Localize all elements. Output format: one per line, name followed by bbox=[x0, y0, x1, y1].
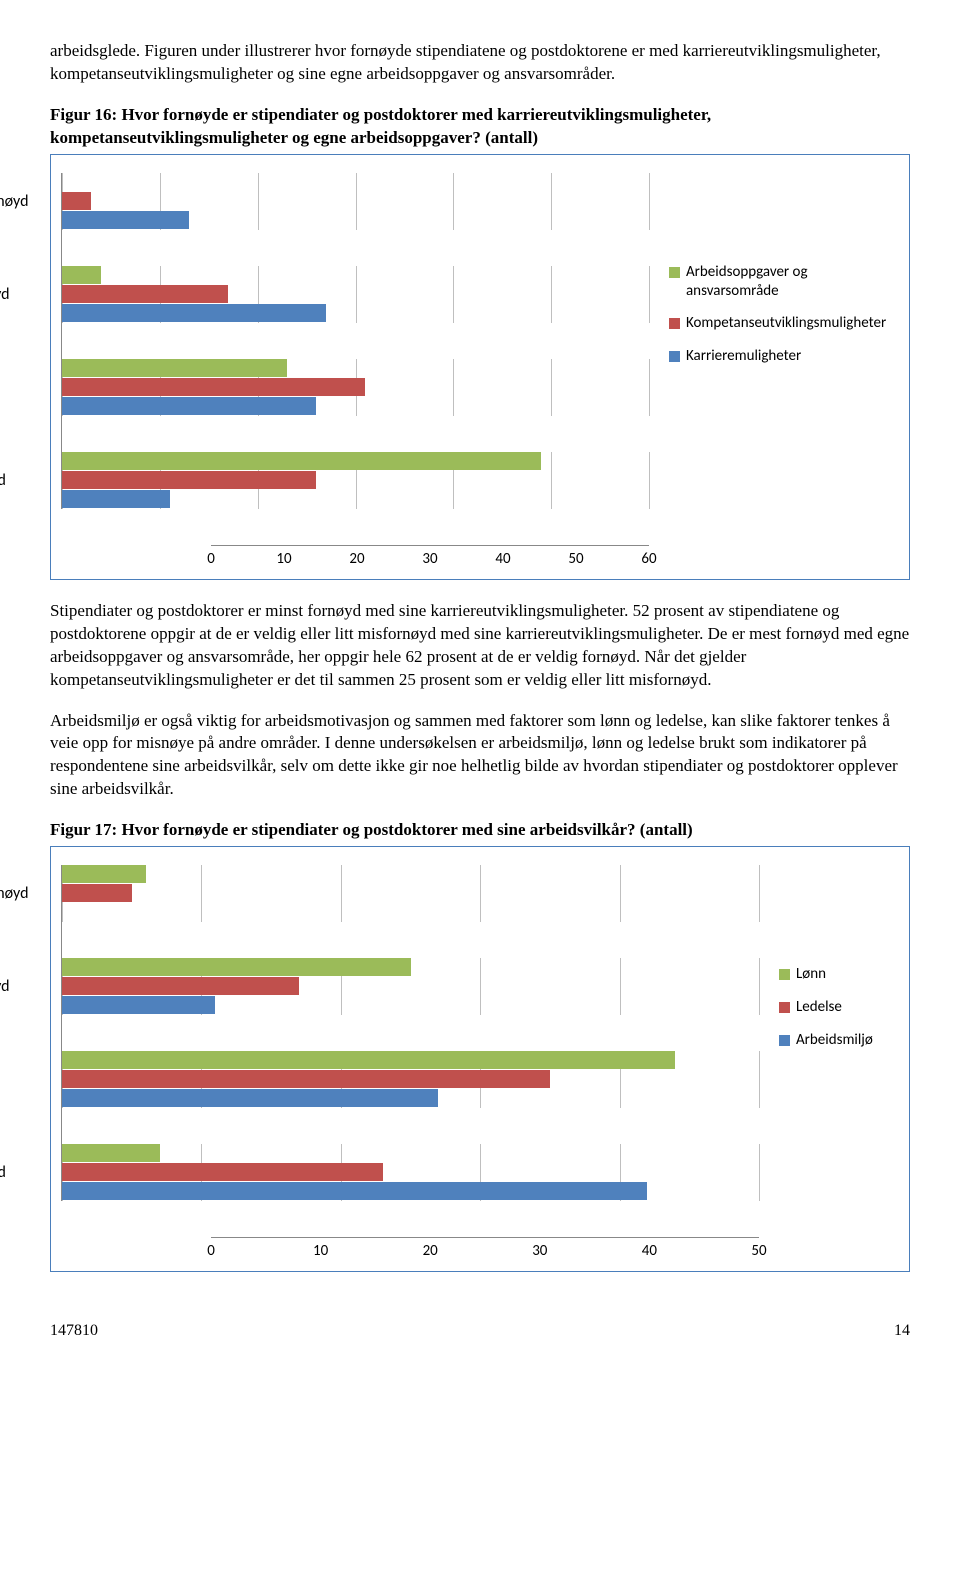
figure-16-chart: Veldig misfornøydLitt misfornøydLitt for… bbox=[50, 154, 910, 580]
paragraph-2: Stipendiater og postdoktorer er minst fo… bbox=[50, 600, 910, 692]
chart-bar bbox=[62, 304, 326, 322]
figure-17-title: Figur 17: Hvor fornøyde er stipendiater … bbox=[50, 819, 910, 842]
chart-bar bbox=[62, 1089, 438, 1107]
page-footer: 147810 14 bbox=[50, 1322, 910, 1340]
legend-swatch bbox=[779, 1002, 790, 1013]
chart-bar bbox=[62, 1070, 550, 1088]
chart-bar bbox=[62, 359, 287, 377]
legend-label: Lønn bbox=[796, 965, 826, 984]
figure-16-title: Figur 16: Hvor fornøyde er stipendiater … bbox=[50, 104, 910, 150]
legend-item: Ledelse bbox=[779, 998, 899, 1017]
chart-category-row: Veldig fornøyd bbox=[0, 1144, 759, 1201]
chart-bar bbox=[62, 285, 228, 303]
x-axis: 01020304050 bbox=[211, 1237, 759, 1261]
intro-paragraph: arbeidsglede. Figuren under illustrerer … bbox=[50, 40, 910, 86]
legend-item: Lønn bbox=[779, 965, 899, 984]
chart-bar bbox=[62, 977, 299, 995]
chart-bar bbox=[62, 1182, 647, 1200]
legend-item: Arbeidsmiljø bbox=[779, 1031, 899, 1050]
x-tick-label: 20 bbox=[349, 550, 364, 568]
chart-bar bbox=[62, 1051, 675, 1069]
category-label: Litt misfornøyd bbox=[0, 977, 62, 996]
chart-category-row: Litt misfornøyd bbox=[0, 266, 649, 323]
chart-category-row: Veldig fornøyd bbox=[0, 452, 649, 509]
legend-item: Karrieremuligheter bbox=[669, 347, 899, 366]
legend-swatch bbox=[779, 969, 790, 980]
chart-category-row: Veldig misfornøyd bbox=[0, 173, 649, 230]
x-tick-label: 0 bbox=[207, 550, 215, 568]
legend-swatch bbox=[669, 318, 680, 329]
legend-item: Kompetanseutviklingsmuligheter bbox=[669, 314, 899, 333]
category-label: Litt fornøyd bbox=[0, 1070, 62, 1089]
chart-bar bbox=[62, 884, 132, 902]
chart-category-row: Veldig misfornøyd bbox=[0, 865, 759, 922]
chart-bar bbox=[62, 397, 316, 415]
category-label: Veldig fornøyd bbox=[0, 1163, 62, 1182]
x-axis: 0102030405060 bbox=[211, 545, 649, 569]
chart-bar bbox=[62, 996, 215, 1014]
chart-bar bbox=[62, 452, 541, 470]
chart-bar bbox=[62, 266, 101, 284]
legend-label: Karrieremuligheter bbox=[686, 347, 801, 366]
x-tick-label: 50 bbox=[568, 550, 583, 568]
chart-bar bbox=[62, 192, 91, 210]
chart-legend: Lønn Ledelse Arbeidsmiljø bbox=[759, 865, 899, 1063]
legend-label: Kompetanseutviklingsmuligheter bbox=[686, 314, 886, 333]
page-number: 14 bbox=[894, 1322, 910, 1340]
x-tick-label: 20 bbox=[423, 1242, 438, 1260]
x-tick-label: 40 bbox=[642, 1242, 657, 1260]
category-label: Veldig misfornøyd bbox=[0, 192, 62, 211]
chart-category-row: Litt misfornøyd bbox=[0, 958, 759, 1015]
legend-swatch bbox=[669, 351, 680, 362]
category-label: Veldig misfornøyd bbox=[0, 884, 62, 903]
chart-bar bbox=[62, 471, 316, 489]
chart-category-row: Litt fornøyd bbox=[0, 359, 649, 416]
legend-swatch bbox=[779, 1035, 790, 1046]
chart-bar bbox=[62, 958, 411, 976]
x-tick-label: 0 bbox=[207, 1242, 215, 1260]
x-tick-label: 30 bbox=[532, 1242, 547, 1260]
chart-bar bbox=[62, 211, 189, 229]
x-tick-label: 60 bbox=[641, 550, 656, 568]
chart-bar bbox=[62, 1144, 160, 1162]
legend-swatch bbox=[669, 267, 680, 278]
x-tick-label: 30 bbox=[422, 550, 437, 568]
legend-label: Ledelse bbox=[796, 998, 842, 1017]
chart-bar bbox=[62, 378, 365, 396]
legend-label: Arbeidsoppgaver og ansvarsområde bbox=[686, 263, 899, 301]
legend-label: Arbeidsmiljø bbox=[796, 1031, 873, 1050]
chart-bar bbox=[62, 490, 170, 508]
x-tick-label: 10 bbox=[276, 550, 291, 568]
chart-legend: Arbeidsoppgaver og ansvarsområde Kompetan… bbox=[649, 173, 899, 380]
legend-item: Arbeidsoppgaver og ansvarsområde bbox=[669, 263, 899, 301]
x-tick-label: 50 bbox=[751, 1242, 766, 1260]
figure-17-chart: Veldig misfornøydLitt misfornøydLitt for… bbox=[50, 846, 910, 1272]
category-label: Litt misfornøyd bbox=[0, 285, 62, 304]
category-label: Litt fornøyd bbox=[0, 378, 62, 397]
paragraph-3: Arbeidsmiljø er også viktig for arbeidsm… bbox=[50, 710, 910, 802]
x-tick-label: 40 bbox=[495, 550, 510, 568]
category-label: Veldig fornøyd bbox=[0, 471, 62, 490]
doc-id: 147810 bbox=[50, 1322, 98, 1340]
chart-bar bbox=[62, 865, 146, 883]
x-tick-label: 10 bbox=[313, 1242, 328, 1260]
chart-category-row: Litt fornøyd bbox=[0, 1051, 759, 1108]
chart-bar bbox=[62, 1163, 383, 1181]
